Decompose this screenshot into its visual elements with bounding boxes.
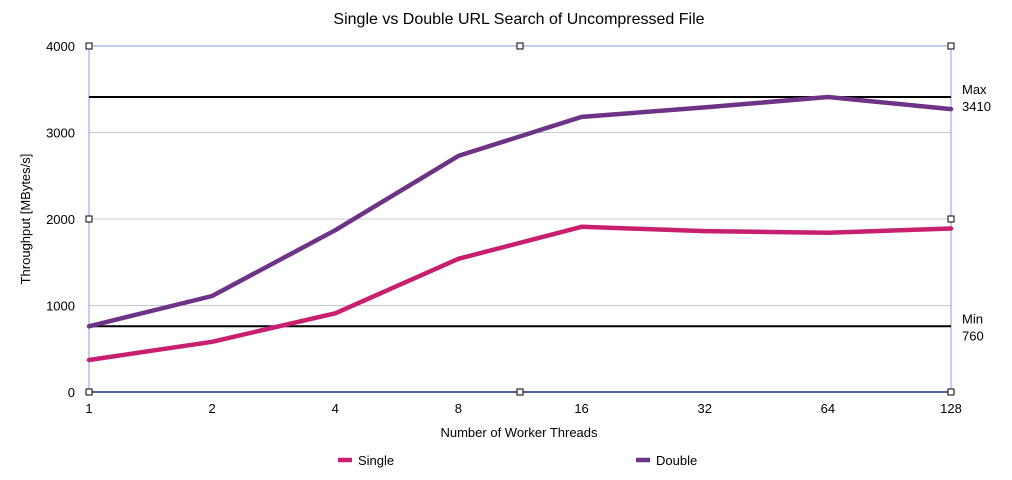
y-tick-label: 0 [68,385,75,400]
reference-label-min: Min [962,311,983,326]
x-tick-label: 1 [85,401,92,416]
series-lines [86,94,954,363]
x-tick-label: 4 [332,401,339,416]
legend-label-double: Double [656,453,697,468]
resize-handle[interactable] [516,42,524,50]
y-tick-label: 4000 [46,39,75,54]
resize-handle[interactable] [516,388,524,396]
reference-label-max: Max [962,82,987,97]
resize-handle[interactable] [947,215,955,223]
y-tick-label: 2000 [46,212,75,227]
resize-handle[interactable] [947,388,955,396]
resize-handle[interactable] [85,215,93,223]
x-tick-label: 128 [940,401,962,416]
series-line-double [86,94,954,329]
reference-value-min: 760 [962,328,984,343]
series-line-single [86,224,954,363]
y-axis-ticks: 0 1000 2000 3000 4000 [46,39,75,400]
resize-handle[interactable] [85,42,93,50]
x-tick-label: 64 [821,401,835,416]
resize-handle[interactable] [85,388,93,396]
x-axis-label: Number of Worker Threads [440,425,598,440]
reference-lines: Max 3410 Min 760 [89,82,991,343]
y-axis-label: Throughput [MBytes/s] [18,154,33,285]
resize-handle[interactable] [947,42,955,50]
x-tick-label: 2 [209,401,216,416]
x-tick-label: 32 [697,401,711,416]
legend: Single Double [338,453,697,468]
x-tick-label: 8 [455,401,462,416]
x-tick-label: 16 [574,401,588,416]
reference-value-max: 3410 [962,99,991,114]
x-axis-ticks: 1 2 4 8 16 32 64 128 [85,401,961,416]
legend-label-single: Single [358,453,394,468]
selection-handles[interactable] [85,42,955,396]
y-tick-label: 1000 [46,299,75,314]
chart-title: Single vs Double URL Search of Uncompres… [333,11,704,28]
y-tick-label: 3000 [46,126,75,141]
